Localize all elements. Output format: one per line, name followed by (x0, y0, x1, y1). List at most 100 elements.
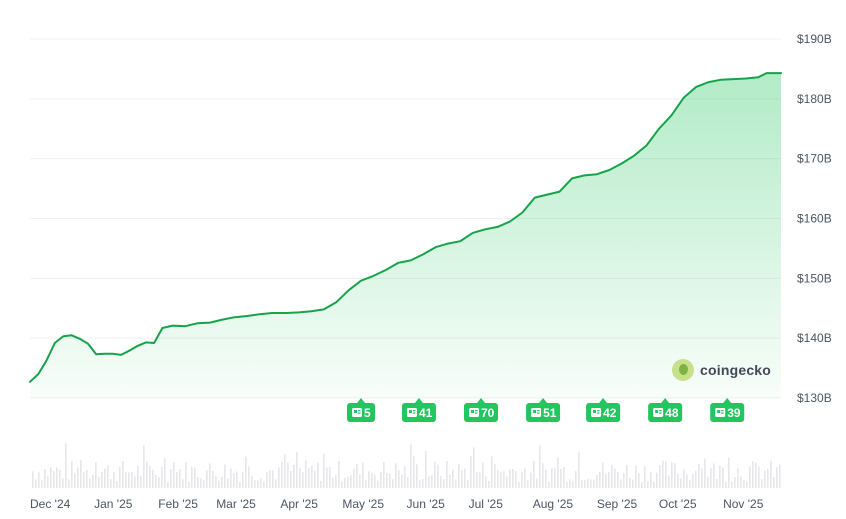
volume-bar (338, 460, 340, 488)
volume-bar (335, 475, 337, 488)
volume-bar (368, 471, 370, 488)
news-count: 48 (665, 406, 679, 420)
volume-bar (542, 463, 544, 488)
y-tick-label: $160B (797, 212, 832, 226)
volume-bar (149, 465, 151, 488)
volume-bar (347, 476, 349, 488)
volume-bar (110, 479, 112, 488)
volume-bar (641, 481, 643, 488)
volume-bar (452, 469, 454, 488)
volume-bar (671, 462, 673, 488)
volume-bar (569, 479, 571, 488)
annotation-markers[interactable]: 5 41 70 51 42 48 39 (347, 398, 745, 422)
volume-bar (500, 471, 502, 488)
volume-bar (680, 478, 682, 488)
volume-bar (53, 471, 55, 488)
volume-bar (677, 473, 679, 488)
volume-bar (164, 458, 166, 488)
volume-bar (98, 476, 100, 488)
volume-bar (494, 464, 496, 488)
volume-bar (497, 470, 499, 488)
volume-bar (401, 474, 403, 488)
volume-bar (299, 468, 301, 488)
volume-bar (200, 478, 202, 488)
volume-bar (56, 467, 58, 488)
volume-bar (245, 456, 247, 488)
volume-bar (626, 464, 628, 488)
volume-bar (398, 470, 400, 488)
news-badge[interactable]: 5 (347, 398, 376, 422)
news-badge[interactable]: 41 (401, 398, 436, 422)
volume-bar (314, 470, 316, 488)
volume-bar (155, 474, 157, 488)
volume-bar (428, 475, 430, 488)
news-badge[interactable]: 42 (586, 398, 621, 422)
volume-bar (482, 462, 484, 488)
volume-bar (530, 472, 532, 488)
x-axis: Dec '24 Jan '25 Feb '25 Mar '25 Apr '25 May '… (30, 497, 764, 511)
volume-bar (662, 460, 664, 488)
volume-bar (74, 472, 76, 488)
volume-bar (731, 481, 733, 488)
volume-bar (608, 471, 610, 488)
volume-bar (359, 474, 361, 488)
volume-bar (773, 476, 775, 488)
volume-bar (140, 476, 142, 488)
news-count: 5 (364, 406, 371, 420)
volume-bar (659, 465, 661, 488)
volume-bar (47, 475, 49, 488)
x-tick-label: Nov '25 (723, 497, 764, 511)
volume-bar (752, 461, 754, 488)
volume-bar (431, 474, 433, 488)
volume-bar (692, 473, 694, 488)
volume-bar (461, 470, 463, 488)
news-badge[interactable]: 70 (464, 398, 499, 422)
volume-bar (638, 473, 640, 488)
volume-bar (296, 452, 298, 488)
volume-bar (113, 472, 115, 488)
news-count: 42 (603, 406, 617, 420)
volume-bar (281, 462, 283, 488)
volume-bar (344, 477, 346, 488)
volume-bar (446, 460, 448, 488)
volume-bar (755, 462, 757, 488)
line-path (29, 72, 782, 383)
volume-bar (389, 473, 391, 488)
volume-bar (473, 447, 475, 488)
volume-bar (80, 460, 82, 488)
volume-bar (632, 479, 634, 488)
volume-bar (365, 480, 367, 488)
volume-bar (581, 480, 583, 488)
volume-bar (146, 461, 148, 488)
volume-bar (440, 475, 442, 488)
series-line (29, 72, 782, 383)
volume-bar (434, 461, 436, 488)
volume-bar (41, 480, 43, 488)
volume-bar (740, 476, 742, 488)
news-badge[interactable]: 39 (710, 398, 745, 422)
volume-bar (527, 480, 529, 488)
volume-bar (485, 476, 487, 488)
volume-bar (707, 476, 709, 488)
volume-bar (218, 480, 220, 488)
brand-watermark: coingecko (672, 359, 771, 381)
volume-bar (416, 464, 418, 488)
volume-bar (386, 473, 388, 488)
volume-bar (425, 451, 427, 488)
volume-bar (560, 468, 562, 488)
volume-bar (698, 463, 700, 488)
x-tick-label: Feb '25 (158, 497, 198, 511)
volume-bar (236, 471, 238, 488)
volume-bar (584, 480, 586, 488)
volume-bar (470, 455, 472, 488)
volume-bar (206, 470, 208, 488)
volume-bar (716, 479, 718, 488)
volume-bar (620, 479, 622, 488)
volume-bar (326, 467, 328, 488)
x-tick-label: Dec '24 (30, 497, 71, 511)
news-badge[interactable]: 51 (526, 398, 561, 422)
volume-bar (395, 463, 397, 488)
volume-bar (548, 481, 550, 488)
news-badge[interactable]: 48 (648, 398, 683, 422)
volume-bar (170, 469, 172, 488)
